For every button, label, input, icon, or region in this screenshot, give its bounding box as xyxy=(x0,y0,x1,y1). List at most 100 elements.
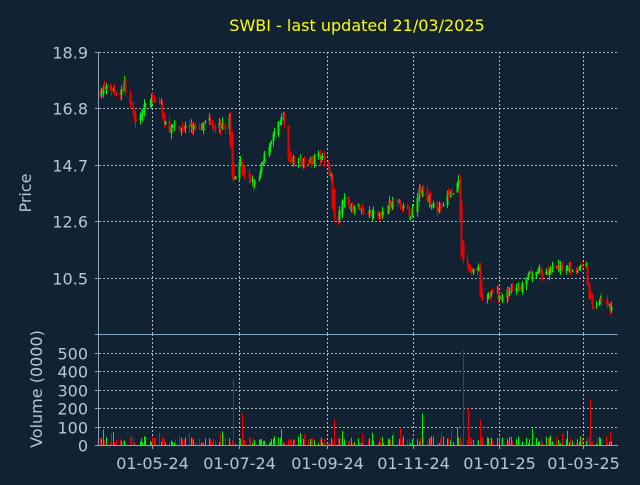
candle-body xyxy=(606,300,609,305)
candle-body xyxy=(109,85,112,90)
candle-body xyxy=(438,207,441,212)
candle-body xyxy=(358,205,361,210)
candle-body xyxy=(139,115,142,121)
candle-body xyxy=(151,96,154,98)
candle-body xyxy=(181,127,184,129)
candle-body xyxy=(591,297,594,307)
candle-body xyxy=(498,295,501,300)
candle-body xyxy=(268,146,271,156)
candle-body xyxy=(452,193,455,195)
candle-body xyxy=(406,204,409,208)
candle-body xyxy=(549,268,552,274)
candle-body xyxy=(180,128,183,131)
candle-body xyxy=(313,155,316,165)
candle-body xyxy=(361,207,364,209)
candle-body xyxy=(541,275,544,277)
candle-body xyxy=(569,264,572,271)
candle-body xyxy=(460,203,463,258)
candle-body xyxy=(559,265,562,271)
candle-body xyxy=(396,200,399,203)
candle-body xyxy=(231,133,234,177)
candle-body xyxy=(132,106,135,114)
candle-body xyxy=(537,269,540,274)
candle-body xyxy=(229,116,232,147)
candle-body xyxy=(333,193,336,217)
volume-axis-label: Volume (0000) xyxy=(27,330,46,448)
candle-body xyxy=(456,183,459,193)
candle-body xyxy=(272,134,275,142)
candle-body xyxy=(171,126,174,128)
candle-body xyxy=(183,128,186,130)
candle-body xyxy=(212,124,215,129)
price-plot-area xyxy=(99,52,618,334)
candle-body xyxy=(367,212,370,214)
candle-body xyxy=(360,208,363,210)
candle-body xyxy=(585,263,588,267)
candle-body xyxy=(317,153,320,156)
candle-body xyxy=(168,121,171,133)
candle-body xyxy=(178,126,181,129)
date-tick-label: 01-03-25 xyxy=(547,454,620,473)
candle-body xyxy=(289,155,292,161)
candle-body xyxy=(581,264,584,266)
candle-body xyxy=(253,180,256,186)
candle-body xyxy=(467,263,470,269)
candle-body xyxy=(287,125,290,157)
candle-body xyxy=(144,103,147,105)
candle-body xyxy=(353,206,356,212)
candle-body xyxy=(248,173,251,178)
candle-body xyxy=(392,199,395,202)
candle-body xyxy=(531,277,534,279)
candle-body xyxy=(600,297,603,303)
candle-body xyxy=(143,104,146,112)
grid-lines xyxy=(99,52,618,445)
candle-body xyxy=(479,265,482,297)
price-tick-label: 18.9 xyxy=(52,44,88,63)
candle-body xyxy=(302,162,305,167)
candle-body xyxy=(348,200,351,209)
date-tick-label: 01-09-24 xyxy=(291,454,364,473)
candle-body xyxy=(269,142,272,148)
candle-body xyxy=(610,306,613,311)
candle-body xyxy=(447,193,450,197)
candle-body xyxy=(416,197,419,212)
candle-body xyxy=(100,92,103,96)
price-tick-label: 12.6 xyxy=(52,213,88,232)
volume-tick-label: 100 xyxy=(57,419,88,438)
candle-body xyxy=(260,163,263,171)
candle-body xyxy=(238,163,241,179)
candle-body xyxy=(432,203,435,208)
volume-tick-label: 0 xyxy=(78,437,88,456)
candle-body xyxy=(566,269,569,271)
candle-body xyxy=(338,210,341,220)
date-tick-label: 01-07-24 xyxy=(203,454,276,473)
candle-body xyxy=(259,170,262,177)
candle-body xyxy=(347,197,350,201)
candle-body xyxy=(426,189,429,202)
candle-body xyxy=(538,269,541,271)
candle-body xyxy=(477,266,480,272)
candle-body xyxy=(198,127,201,129)
candle-body xyxy=(110,87,113,92)
candle-body xyxy=(472,268,475,273)
candle-body xyxy=(515,287,518,292)
candle-body xyxy=(608,303,611,306)
price-candles xyxy=(99,75,613,316)
candle-body xyxy=(273,133,276,135)
candle-body xyxy=(331,175,334,208)
candle-body xyxy=(436,202,439,212)
candle-body xyxy=(105,86,108,89)
candle-body xyxy=(408,207,411,218)
candle-body xyxy=(307,162,310,164)
candle-body xyxy=(411,209,414,217)
candle-body xyxy=(300,156,303,166)
price-tick-label: 16.8 xyxy=(52,100,88,119)
candle-body xyxy=(459,180,462,221)
candle-body xyxy=(263,153,266,161)
candle-body xyxy=(154,101,157,103)
candle-body xyxy=(527,273,530,279)
date-tick-label: 01-01-25 xyxy=(463,454,536,473)
candle-body xyxy=(446,194,449,205)
